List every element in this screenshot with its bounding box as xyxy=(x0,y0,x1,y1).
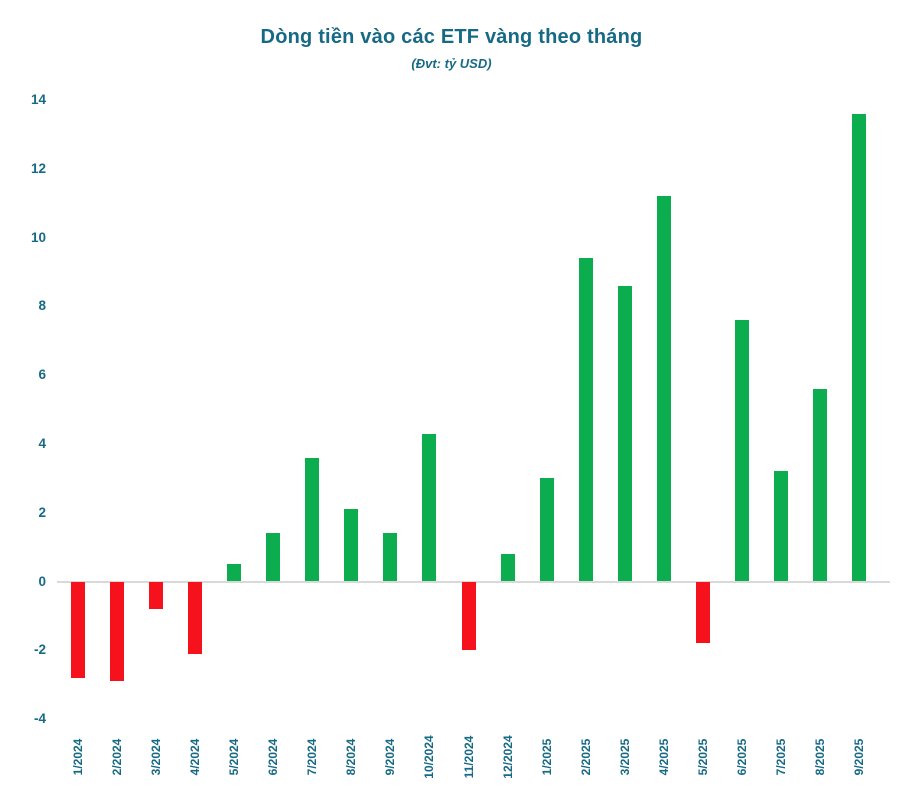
bar-6/2025 xyxy=(734,320,749,582)
bar-8/2024 xyxy=(344,509,359,582)
bar-12/2024 xyxy=(500,553,515,582)
x-axis-label-8/2024: 8/2024 xyxy=(344,738,359,776)
y-tick-label-10: 10 xyxy=(30,229,46,245)
bar-4/2024 xyxy=(188,581,203,654)
x-axis-label-4/2024: 4/2024 xyxy=(188,738,203,776)
y-tick-label--4: -4 xyxy=(33,711,46,727)
y-tick-label-14: 14 xyxy=(30,91,46,107)
x-axis-label-9/2025: 9/2025 xyxy=(852,738,866,776)
x-axis-label-3/2024: 3/2024 xyxy=(149,738,164,776)
x-axis-label-7/2025: 7/2025 xyxy=(773,738,788,776)
x-axis-label-9/2024: 9/2024 xyxy=(383,738,398,776)
y-tick-label-12: 12 xyxy=(30,160,46,176)
x-axis-label-7/2024: 7/2024 xyxy=(305,738,320,776)
y-tick-label-8: 8 xyxy=(38,298,46,314)
x-axis-label-12/2024: 12/2024 xyxy=(500,735,515,779)
x-axis-label-10/2024: 10/2024 xyxy=(422,735,437,779)
x-axis-label-5/2025: 5/2025 xyxy=(695,738,710,776)
bar-11/2024 xyxy=(461,581,476,651)
x-axis-label-1/2024: 1/2024 xyxy=(71,738,85,776)
y-tick-label-0: 0 xyxy=(38,573,46,589)
x-axis-label-4/2025: 4/2025 xyxy=(656,738,671,776)
x-axis-label-11/2024: 11/2024 xyxy=(461,735,476,779)
bar-5/2024 xyxy=(227,564,242,582)
x-axis-label-6/2025: 6/2025 xyxy=(734,738,749,776)
bar-2/2025 xyxy=(578,258,593,582)
x-axis-label-3/2025: 3/2025 xyxy=(617,738,632,776)
bar-9/2024 xyxy=(383,533,398,582)
x-axis-label-8/2025: 8/2025 xyxy=(812,738,827,776)
x-axis-label-2/2024: 2/2024 xyxy=(110,738,125,776)
y-tick-label-2: 2 xyxy=(38,504,46,520)
bar-10/2024 xyxy=(422,433,437,582)
chart-subtitle-unit: (Đvt: tỷ USD) xyxy=(411,56,492,71)
bar-1/2025 xyxy=(539,478,554,582)
x-axis-label-5/2024: 5/2024 xyxy=(227,738,242,776)
bar-7/2024 xyxy=(305,457,320,582)
bar-2/2024 xyxy=(110,581,125,682)
y-tick-label--2: -2 xyxy=(33,642,46,658)
bar-6/2024 xyxy=(266,533,281,582)
bar-7/2025 xyxy=(773,471,788,582)
bar-4/2025 xyxy=(656,196,671,582)
x-axis-label-6/2024: 6/2024 xyxy=(266,738,281,776)
bar-1/2024 xyxy=(71,581,85,678)
bar-9/2025 xyxy=(852,113,866,582)
x-axis-label-2/2025: 2/2025 xyxy=(578,738,593,776)
bar-3/2025 xyxy=(617,285,632,582)
bar-8/2025 xyxy=(812,388,827,582)
y-tick-label-4: 4 xyxy=(38,435,46,451)
chart-title: Dòng tiền vào các ETF vàng theo tháng xyxy=(260,26,643,48)
y-tick-label-6: 6 xyxy=(38,367,46,383)
bar-3/2024 xyxy=(149,581,164,610)
x-axis-label-1/2025: 1/2025 xyxy=(539,738,554,776)
bar-5/2025 xyxy=(695,581,710,644)
